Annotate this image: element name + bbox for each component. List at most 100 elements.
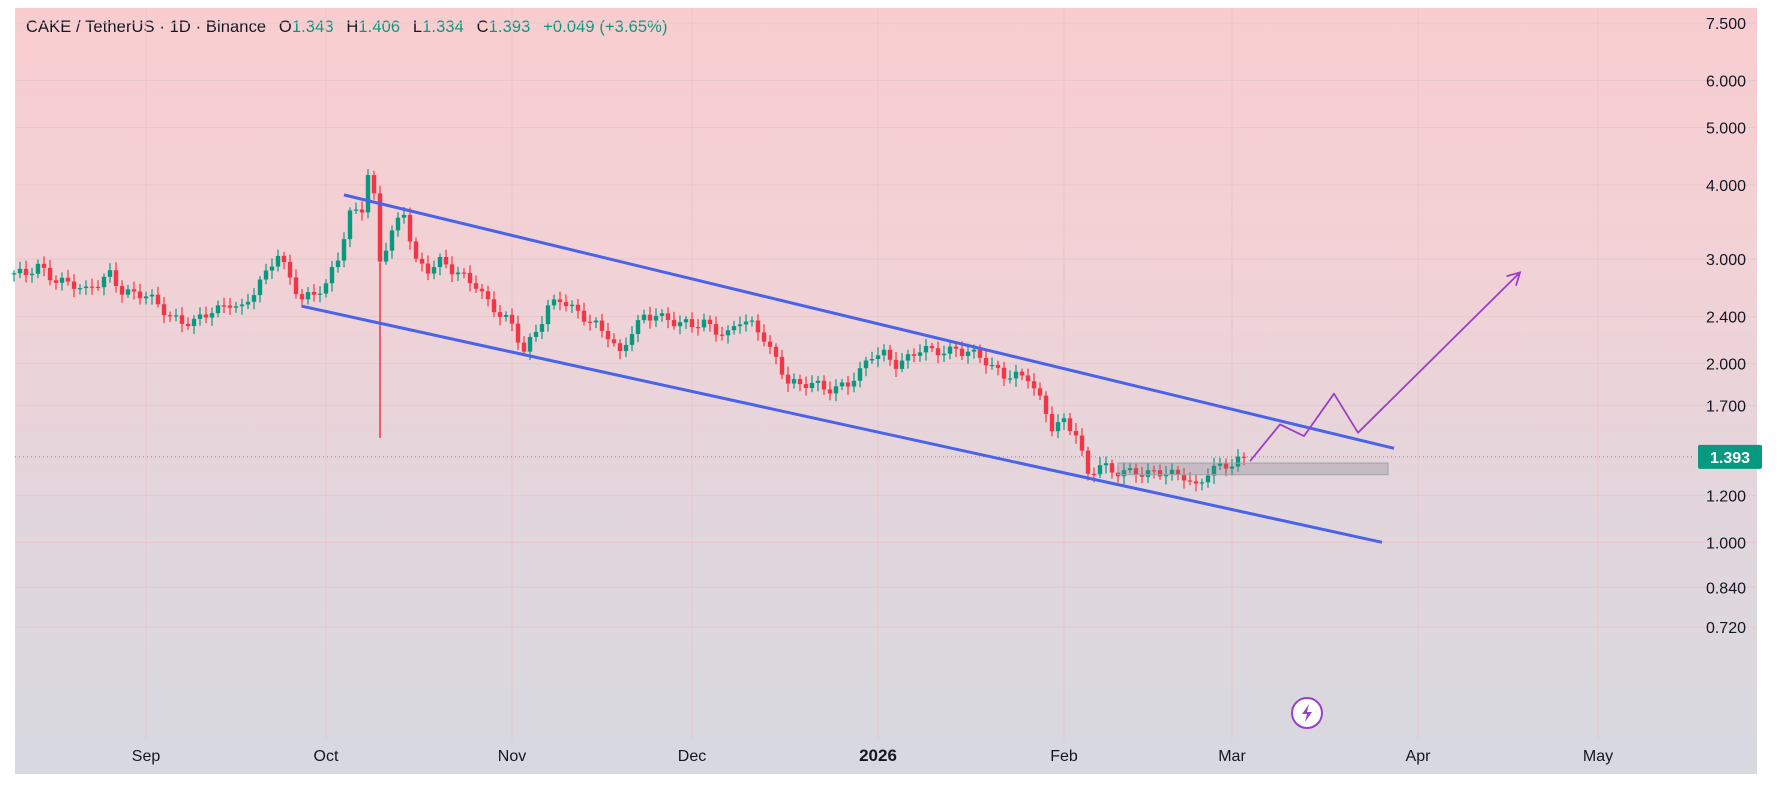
candle-body	[209, 313, 215, 318]
candle-body	[155, 294, 161, 305]
candle-body	[293, 277, 299, 295]
candle-body	[311, 292, 317, 295]
candle-body	[479, 288, 485, 292]
candle-body	[749, 320, 755, 322]
candle-body	[419, 258, 425, 264]
candle-body	[719, 334, 725, 336]
candle-body	[29, 273, 35, 276]
candle-body	[437, 256, 443, 268]
candle-body	[869, 359, 875, 361]
candle-body	[377, 193, 383, 262]
x-tick-label: Feb	[1050, 748, 1078, 765]
candle-body	[605, 330, 611, 340]
candle-body	[647, 314, 653, 321]
candle-body	[371, 175, 377, 194]
candle-body	[755, 320, 761, 333]
candle-body	[917, 352, 923, 356]
x-tick-label: Mar	[1218, 748, 1246, 765]
candle-body	[935, 348, 941, 356]
candle-body	[281, 255, 287, 263]
candle-body	[569, 304, 575, 307]
candle-body	[959, 348, 965, 356]
candle-body	[587, 321, 593, 323]
candle-body	[623, 344, 629, 352]
candle-body	[677, 322, 683, 327]
candle-body	[221, 305, 227, 307]
candle-body	[1229, 466, 1235, 469]
candle-body	[257, 279, 263, 296]
candle-body	[65, 277, 71, 282]
candle-body	[323, 283, 329, 294]
candle-body	[47, 267, 53, 281]
candle-body	[1031, 381, 1037, 389]
candle-body	[11, 273, 17, 275]
y-tick-label: 5.000	[1706, 121, 1746, 138]
candle-body	[143, 296, 149, 299]
candle-body	[773, 346, 779, 357]
candle-body	[1187, 480, 1193, 482]
candle-body	[503, 314, 509, 317]
candle-body	[269, 266, 275, 271]
candle-body	[107, 270, 113, 277]
candle-body	[1127, 468, 1133, 471]
y-tick-label: 0.720	[1706, 620, 1746, 637]
candle-body	[953, 346, 959, 349]
x-tick-label: Nov	[498, 748, 526, 765]
candle-body	[401, 214, 407, 218]
candle-body	[617, 343, 623, 352]
grid-lines	[15, 8, 1757, 740]
x-tick-label: Oct	[314, 748, 339, 765]
candle-body	[1157, 470, 1163, 477]
candle-body	[845, 382, 851, 387]
candle-body	[713, 324, 719, 335]
candle-body	[185, 323, 191, 327]
projection-path	[1249, 271, 1521, 462]
candle-body	[875, 355, 881, 360]
candle-body	[1049, 413, 1055, 432]
y-tick-label: 3.000	[1706, 252, 1746, 269]
candle-body	[767, 341, 773, 347]
candle-body	[359, 209, 365, 213]
candle-body	[425, 263, 431, 274]
candle-body	[1013, 371, 1019, 379]
candle-body	[131, 289, 137, 292]
candle-body	[1043, 395, 1049, 414]
candle-body	[947, 346, 953, 354]
candle-body	[443, 256, 449, 265]
candle-body	[575, 304, 581, 311]
candle-body	[245, 301, 251, 305]
candle-body	[743, 321, 749, 325]
y-tick-label: 2.400	[1706, 310, 1746, 327]
candle-body	[857, 368, 863, 381]
candle-body	[119, 286, 125, 295]
candle-body	[353, 209, 359, 211]
candle-body	[611, 339, 617, 344]
candle-body	[1175, 469, 1181, 475]
candle-body	[863, 360, 869, 369]
candle-body	[485, 291, 491, 300]
candle-body	[665, 313, 671, 320]
candle-body	[1181, 474, 1187, 481]
candle-body	[41, 263, 47, 268]
candle-body	[203, 314, 209, 318]
candle-body	[23, 268, 29, 276]
candle-body	[1079, 435, 1085, 451]
last-price-label: 1.393	[1710, 450, 1750, 467]
candle-body	[761, 332, 767, 342]
candle-body	[941, 353, 947, 356]
candle-body	[275, 255, 281, 267]
candle-body	[1007, 378, 1013, 380]
candle-body	[881, 349, 887, 356]
drawings	[301, 193, 1522, 544]
candle-body	[215, 305, 221, 314]
candle-body	[977, 349, 983, 358]
candle-body	[1151, 470, 1157, 472]
candle-body	[317, 293, 323, 295]
candle-body	[1067, 418, 1073, 431]
candle-body	[395, 217, 401, 231]
candle-body	[113, 270, 119, 287]
candle-body	[413, 241, 419, 259]
candle-body	[539, 324, 545, 332]
